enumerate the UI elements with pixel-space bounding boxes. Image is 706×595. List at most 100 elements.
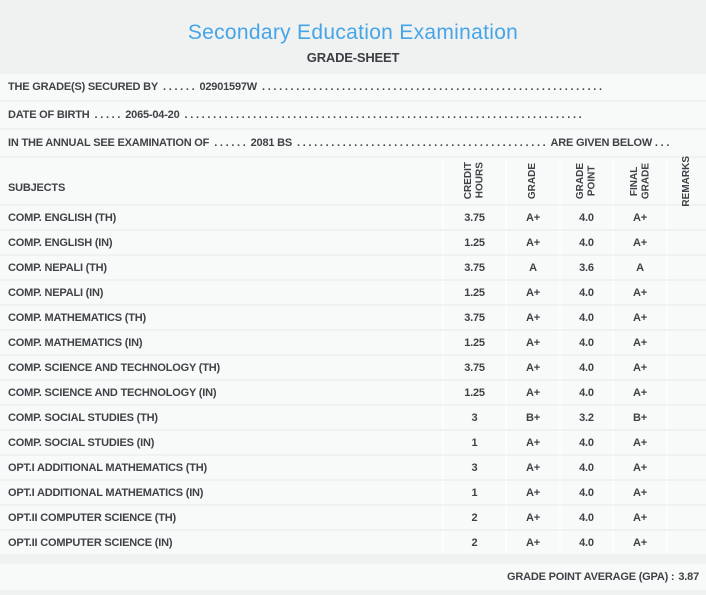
credit-hours-cell: 3.75 — [442, 306, 505, 329]
credit-hours-cell: 2 — [442, 531, 505, 554]
grade-point-cell: 4.0 — [559, 481, 612, 504]
table-row: OPT.II COMPUTER SCIENCE (IN) 2 A+ 4.0 A+ — [0, 531, 706, 554]
table-row: OPT.I ADDITIONAL MATHEMATICS (TH) 3 A+ 4… — [0, 456, 706, 479]
subject-cell: OPT.II COMPUTER SCIENCE (TH) — [8, 511, 176, 524]
credit-hours-cell: 1.25 — [442, 231, 505, 254]
table-row: COMP. MATHEMATICS (IN) 1.25 A+ 4.0 A+ — [0, 331, 706, 354]
remarks-cell — [666, 281, 706, 304]
table-header-row: SUBJECTS CREDIT HOURS GRADE GRADE POINT FIN… — [0, 155, 706, 207]
subject-cell: COMP. ENGLISH (TH) — [8, 211, 117, 224]
dots-filler: . . . . . . — [163, 81, 195, 93]
grade-cell: A+ — [505, 531, 559, 554]
column-header-label: REMARKS — [681, 155, 693, 207]
column-header-cell: GRADE POINT — [559, 158, 612, 204]
column-header-cell: CREDIT HOURS — [442, 158, 505, 204]
grade-cell: A — [505, 256, 559, 279]
final-grade-cell: A+ — [612, 356, 666, 379]
remarks-cell — [666, 506, 706, 529]
column-header-label: CREDIT HOURS — [463, 162, 486, 200]
remarks-cell — [666, 481, 706, 504]
credit-hours-cell: 1.25 — [442, 381, 505, 404]
info-line: DATE OF BIRTH . . . . . 2065-04-20 . . .… — [0, 102, 706, 128]
column-header-cell: GRADE — [505, 158, 559, 204]
remarks-cell — [666, 381, 706, 404]
final-grade-cell: A+ — [612, 456, 666, 479]
grade-point-cell: 3.2 — [559, 406, 612, 429]
final-grade-cell: A+ — [612, 231, 666, 254]
dots-filler: . . . . . . . . . . . . . . . . . . . . … — [261, 81, 602, 93]
grade-point-cell: 4.0 — [559, 506, 612, 529]
column-header-label: GRADE — [527, 162, 539, 200]
table-row: COMP. SOCIAL STUDIES (TH) 3 B+ 3.2 B+ — [0, 406, 706, 429]
remarks-cell — [666, 306, 706, 329]
table-row: COMP. ENGLISH (TH) 3.75 A+ 4.0 A+ — [0, 206, 706, 229]
grade-cell: B+ — [505, 406, 559, 429]
gpa-value: 3.87 — [678, 571, 699, 583]
credit-hours-cell: 3.75 — [442, 256, 505, 279]
grade-point-cell: 4.0 — [559, 231, 612, 254]
page-title: Secondary Education Examination — [187, 21, 519, 44]
candidate-info-section: THE GRADE(S) SECURED BY . . . . . . 0290… — [0, 74, 706, 156]
grade-cell: A+ — [505, 381, 559, 404]
column-header-label: FINAL GRADE — [628, 162, 652, 200]
final-grade-cell: A+ — [612, 331, 666, 354]
grade-cell: A+ — [505, 456, 559, 479]
remarks-cell — [666, 256, 706, 279]
grade-cell: A+ — [505, 281, 559, 304]
final-grade-cell: A+ — [612, 481, 666, 504]
column-header-label: GRADE POINT — [575, 162, 598, 200]
column-header-cell: FINAL GRADE — [612, 158, 666, 204]
grade-table: SUBJECTS CREDIT HOURS GRADE GRADE POINT FIN… — [0, 155, 706, 554]
info-value: 02901597W — [199, 81, 257, 93]
credit-hours-cell: 3 — [442, 406, 505, 429]
subjects-column-header: SUBJECTS — [8, 182, 66, 194]
credit-hours-cell: 2 — [442, 506, 505, 529]
credit-hours-cell: 1.25 — [442, 281, 505, 304]
gpa-footer: GRADE POINT AVERAGE (GPA) : 3.87 — [0, 564, 706, 590]
final-grade-cell: B+ — [612, 406, 666, 429]
grade-point-cell: 4.0 — [559, 456, 612, 479]
final-grade-cell: A+ — [612, 531, 666, 554]
subject-cell: COMP. SCIENCE AND TECHNOLOGY (TH) — [8, 361, 220, 374]
info-label: IN THE ANNUAL SEE EXAMINATION OF — [8, 137, 210, 149]
table-body: COMP. ENGLISH (TH) 3.75 A+ 4.0 A+ COMP. … — [0, 206, 706, 554]
table-row: COMP. ENGLISH (IN) 1.25 A+ 4.0 A+ — [0, 231, 706, 254]
info-line: THE GRADE(S) SECURED BY . . . . . . 0290… — [0, 74, 706, 100]
grade-point-cell: 4.0 — [559, 306, 612, 329]
grade-cell: A+ — [505, 306, 559, 329]
grade-cell: A+ — [505, 206, 559, 229]
gpa-label: GRADE POINT AVERAGE (GPA) : — [507, 571, 675, 583]
grade-point-cell: 4.0 — [559, 356, 612, 379]
credit-hours-cell: 1 — [442, 481, 505, 504]
remarks-cell — [666, 531, 706, 554]
grade-cell: A+ — [505, 231, 559, 254]
final-grade-cell: A+ — [612, 381, 666, 404]
subject-cell: COMP. MATHEMATICS (IN) — [8, 336, 143, 349]
grade-cell: A+ — [505, 331, 559, 354]
subject-cell: COMP. MATHEMATICS (TH) — [8, 311, 146, 324]
remarks-cell — [666, 431, 706, 454]
remarks-cell — [666, 356, 706, 379]
grade-cell: A+ — [505, 431, 559, 454]
remarks-cell — [666, 206, 706, 229]
table-row: COMP. NEPALI (IN) 1.25 A+ 4.0 A+ — [0, 281, 706, 304]
grade-point-cell: 4.0 — [559, 281, 612, 304]
final-grade-cell: A — [612, 256, 666, 279]
dots-filler: . . . . . . — [214, 137, 246, 149]
subject-cell: COMP. SOCIAL STUDIES (TH) — [8, 411, 158, 424]
subject-cell: OPT.II COMPUTER SCIENCE (IN) — [8, 536, 173, 549]
remarks-cell — [666, 406, 706, 429]
dots-filler: . . . . . . . . . . . . . . . . . . . . … — [184, 109, 582, 121]
grade-point-cell: 4.0 — [559, 531, 612, 554]
table-row: OPT.II COMPUTER SCIENCE (TH) 2 A+ 4.0 A+ — [0, 506, 706, 529]
info-label: DATE OF BIRTH — [8, 109, 90, 121]
subject-cell: OPT.I ADDITIONAL MATHEMATICS (IN) — [8, 486, 204, 499]
final-grade-cell: A+ — [612, 206, 666, 229]
grade-point-cell: 4.0 — [559, 381, 612, 404]
final-grade-cell: A+ — [612, 431, 666, 454]
grade-point-cell: 4.0 — [559, 431, 612, 454]
subject-cell: COMP. NEPALI (TH) — [8, 261, 107, 274]
table-row: COMP. MATHEMATICS (TH) 3.75 A+ 4.0 A+ — [0, 306, 706, 329]
final-grade-cell: A+ — [612, 506, 666, 529]
